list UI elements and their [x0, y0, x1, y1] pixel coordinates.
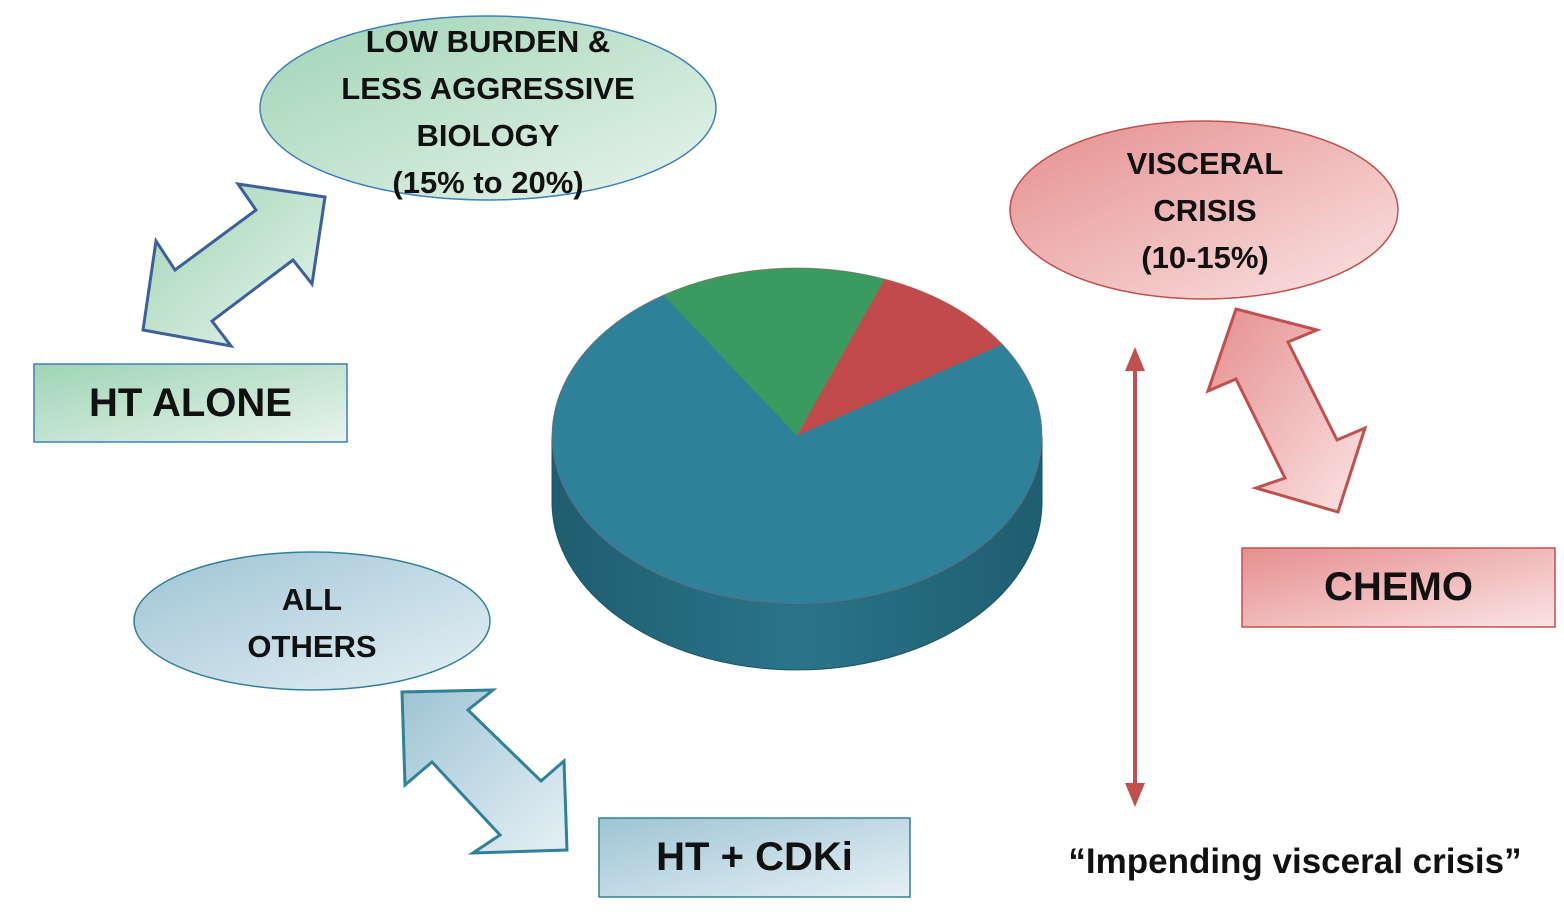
- pie-slice-low-burden: [663, 267, 886, 437]
- pie-slice-all-others: [551, 294, 1043, 605]
- all-others-oval: [133, 551, 491, 691]
- ht-alone-box: [33, 363, 348, 443]
- chemo-box: [1241, 547, 1556, 628]
- low-burden-oval: [259, 15, 717, 201]
- vertical-double-arrow-icon: [1125, 347, 1145, 807]
- pie-chart: [551, 267, 1043, 671]
- ht-cdki-box: [598, 817, 911, 898]
- pie-slice-visceral-crisis: [796, 278, 1003, 437]
- double-arrow-icon: [141, 182, 327, 349]
- double-arrow-icon: [1205, 307, 1368, 514]
- pie-rim: [551, 267, 1043, 605]
- visceral-crisis-oval: [1009, 120, 1399, 300]
- double-arrow-icon: [400, 688, 569, 855]
